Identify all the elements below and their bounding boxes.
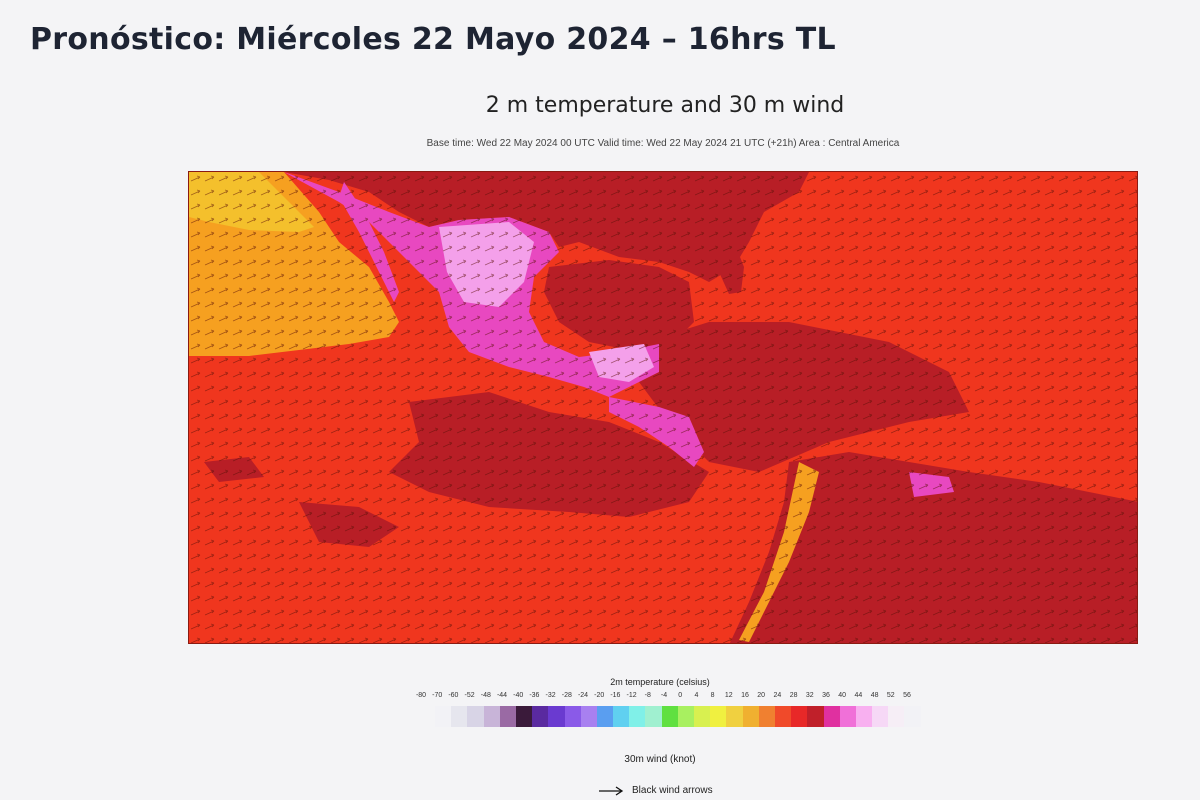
legend-swatch <box>710 706 727 727</box>
legend-tick-label: -4 <box>660 692 668 699</box>
legend-tick-label: -48 <box>480 692 491 699</box>
legend-tick-label: -44 <box>496 692 508 699</box>
legend-swatch <box>532 706 549 727</box>
legend-tick-label: 4 <box>694 692 699 699</box>
legend-swatch <box>742 706 759 727</box>
legend-tick-label: -52 <box>464 692 475 699</box>
legend-swatch <box>823 706 840 727</box>
legend-tick-label: -80 <box>415 692 427 699</box>
legend-swatch <box>855 706 873 727</box>
legend-swatch <box>596 706 614 727</box>
legend-swatch <box>451 706 468 727</box>
legend-swatch <box>483 706 500 727</box>
legend-tick-label: 56 <box>903 692 911 699</box>
legend-swatch <box>548 706 565 727</box>
legend-tick-label: 28 <box>789 692 798 699</box>
legend-tick-label: 32 <box>805 692 814 699</box>
legend-swatch <box>645 706 662 727</box>
legend-tick-label: -12 <box>626 692 637 699</box>
map-title: 2 m temperature and 30 m wind <box>485 93 845 118</box>
legend-tick-label: -24 <box>577 692 589 699</box>
temperature-map <box>188 171 1138 644</box>
legend-swatch <box>467 706 484 727</box>
legend-tick-label: -28 <box>561 692 572 699</box>
legend-tick-label: 8 <box>710 692 715 699</box>
legend-tick-label: -36 <box>529 692 540 699</box>
legend-swatch <box>435 706 452 727</box>
legend-tick-label: -16 <box>610 692 621 699</box>
legend-swatch <box>774 706 792 727</box>
wind-arrows-overlay <box>189 172 1137 643</box>
legend-swatch <box>580 706 597 727</box>
legend-tick-label: 20 <box>757 692 766 699</box>
wind-legend: Black wind arrows <box>598 785 713 796</box>
legend-swatch <box>499 706 516 727</box>
legend-tick-label: 16 <box>741 692 749 699</box>
legend-swatch <box>694 706 711 727</box>
wind-legend-title: 30m wind (knot) <box>624 754 696 765</box>
legend-tick-label: 44 <box>854 692 863 699</box>
legend-swatch <box>758 706 775 727</box>
legend-swatch <box>564 706 581 727</box>
legend-swatch <box>904 706 921 727</box>
legend-swatch <box>613 706 630 727</box>
wind-legend-label: Black wind arrows <box>632 785 713 796</box>
legend-tick-label: -70 <box>432 692 443 699</box>
legend-tick-label: 0 <box>678 692 683 699</box>
legend-swatch <box>515 706 533 727</box>
legend-swatch <box>872 706 889 727</box>
map-canvas <box>189 172 1137 643</box>
legend-swatch <box>661 706 678 727</box>
legend-tick-label: -20 <box>594 692 605 699</box>
slide-title: Pronóstico: Miércoles 22 Mayo 2024 – 16h… <box>30 22 836 57</box>
map-subtitle: Base time: Wed 22 May 2024 00 UTC Valid … <box>426 138 900 149</box>
legend-tick-label: 52 <box>886 692 895 699</box>
legend-tick-label: 12 <box>724 692 733 699</box>
legend-tick-label: 40 <box>838 692 847 699</box>
arrow-right-icon <box>599 785 624 796</box>
legend-swatch <box>726 706 743 727</box>
legend-swatch <box>629 706 646 727</box>
legend-tick-label: -8 <box>644 692 651 699</box>
legend-swatch <box>839 706 856 727</box>
legend-swatch <box>888 706 905 727</box>
legend-tick-label: 36 <box>822 692 830 699</box>
legend-swatch <box>677 706 694 727</box>
legend-ticks: -80 -70 -60 -52 -48 -44 -40 -36 -32 -28 -24 -20 -16-… <box>0 692 1200 704</box>
legend-tick-label: -32 <box>545 692 556 699</box>
legend-title: 2m temperature (celsius) <box>610 677 710 687</box>
temperature-color-scale <box>435 706 921 727</box>
legend-tick-label: -40 <box>513 692 524 699</box>
legend-swatch <box>807 706 824 727</box>
legend-swatch <box>791 706 808 727</box>
legend-tick-label: -60 <box>448 692 459 699</box>
legend-tick-label: 24 <box>773 692 782 699</box>
legend-tick-label: 48 <box>870 692 879 699</box>
